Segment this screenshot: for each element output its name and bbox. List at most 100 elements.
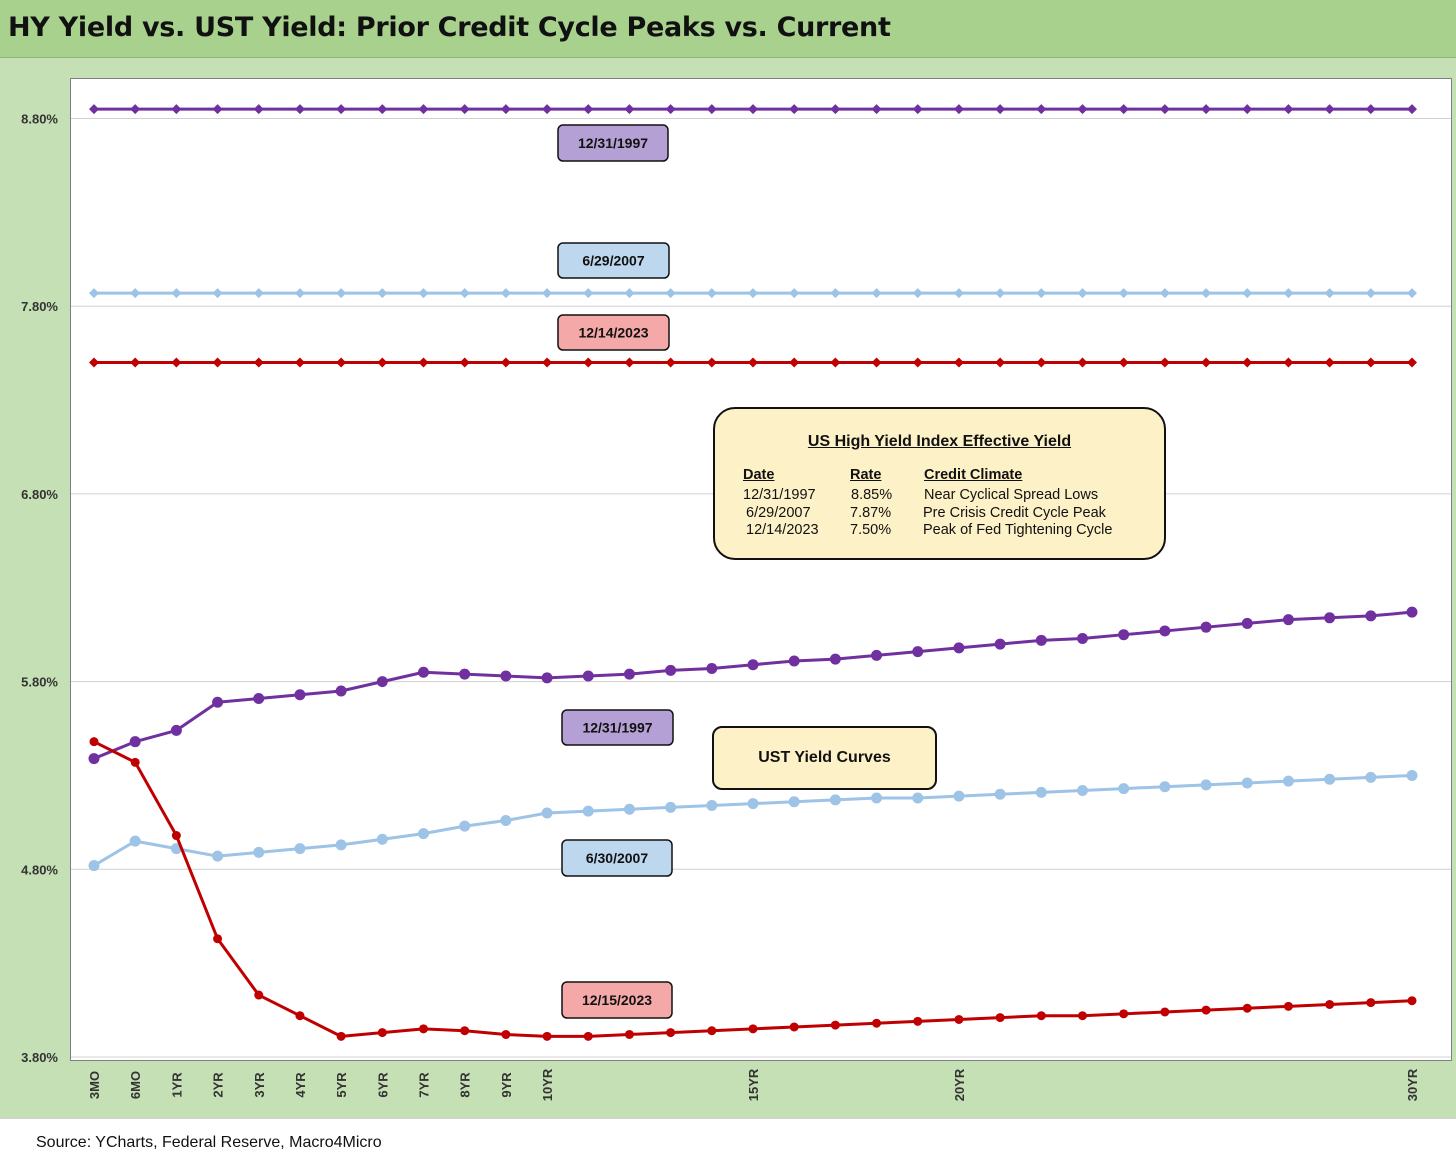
data-point: [1406, 606, 1418, 618]
data-point: [541, 807, 553, 819]
row-climate: Peak of Fed Tightening Cycle: [923, 522, 1113, 538]
data-point: [418, 828, 429, 840]
callout-label: 12/31/1997: [582, 720, 652, 736]
x-tick-label: 1YR: [169, 1072, 184, 1098]
data-point: [1160, 1007, 1170, 1017]
data-point: [213, 934, 223, 944]
data-point: [89, 737, 99, 747]
data-point: [294, 689, 306, 701]
data-point: [1283, 357, 1294, 368]
data-point: [829, 794, 841, 806]
data-point: [253, 693, 265, 705]
data-point: [459, 357, 470, 368]
data-point: [1325, 999, 1335, 1009]
data-point: [995, 1013, 1005, 1023]
data-point: [788, 655, 800, 667]
data-point: [1324, 104, 1335, 115]
callout-box: [557, 124, 669, 162]
source-footer: Source: YCharts, Federal Reserve, Macro4…: [0, 1118, 1456, 1163]
data-point: [748, 104, 758, 115]
data-point: [1365, 104, 1376, 115]
data-point: [88, 753, 100, 765]
data-point: [459, 668, 471, 680]
data-point: [542, 357, 553, 368]
data-point: [377, 104, 388, 115]
data-point: [953, 288, 964, 299]
data-point: [1282, 775, 1294, 787]
series-ust: [88, 769, 1418, 872]
data-point: [542, 104, 553, 115]
data-point: [170, 724, 182, 736]
callout-label: 6/30/2007: [586, 850, 648, 866]
data-point: [1078, 1011, 1087, 1021]
series-hy: [89, 288, 1417, 299]
x-tick-label: 3YR: [252, 1072, 267, 1098]
data-point: [171, 831, 181, 841]
data-point: [418, 288, 429, 299]
data-point: [460, 1026, 470, 1036]
data-point: [501, 1029, 511, 1039]
data-point: [212, 357, 223, 368]
data-point: [830, 1020, 840, 1030]
data-point: [954, 1014, 964, 1024]
data-point: [912, 646, 924, 658]
data-point: [583, 357, 594, 368]
data-point: [253, 104, 264, 115]
data-point: [1407, 357, 1417, 368]
data-point: [912, 104, 923, 115]
data-point: [830, 288, 841, 299]
callout-label: 12/15/2023: [582, 992, 652, 1008]
gridlines: [71, 118, 1451, 1058]
data-point: [953, 790, 965, 802]
data-point: [1035, 634, 1047, 646]
row-date: 12/14/2023: [746, 522, 819, 538]
series-callout: 6/29/2007: [557, 242, 670, 279]
data-point: [171, 288, 182, 299]
data-point: [1324, 773, 1336, 785]
data-point: [419, 1024, 428, 1034]
data-point: [994, 788, 1006, 800]
hy-yield-legend-table: US High Yield Index Effective Yield Date…: [713, 407, 1166, 560]
data-point: [1365, 771, 1377, 783]
data-point: [1324, 357, 1335, 368]
data-point: [913, 1016, 923, 1026]
data-point: [500, 815, 512, 827]
data-point: [789, 288, 800, 299]
x-tick-label: 30YR: [1405, 1068, 1420, 1101]
data-point: [994, 638, 1006, 650]
data-point: [500, 357, 511, 368]
y-tick-label: 7.80%: [21, 299, 58, 314]
series-callout: 12/15/2023: [561, 981, 673, 1019]
data-point: [459, 288, 470, 299]
series-callout: 12/31/1997: [557, 124, 669, 162]
x-tick-label: 6YR: [375, 1072, 390, 1098]
y-axis-ticks: 3.80% 4.80% 5.80% 6.80% 7.80% 8.80%: [21, 112, 58, 1065]
data-point: [829, 653, 841, 665]
data-point: [666, 1028, 676, 1038]
data-point: [788, 796, 800, 808]
data-point: [500, 104, 511, 115]
data-point: [583, 288, 594, 299]
data-point: [89, 104, 99, 115]
data-point: [871, 104, 882, 115]
data-point: [130, 357, 141, 368]
data-point: [253, 288, 264, 299]
data-point: [953, 357, 964, 368]
data-point: [707, 1026, 717, 1036]
data-point: [748, 1024, 758, 1034]
plot-area: [70, 78, 1452, 1061]
data-point: [789, 104, 800, 115]
data-point: [1118, 629, 1130, 641]
x-tick-label: 20YR: [952, 1068, 967, 1101]
data-point: [1118, 783, 1130, 795]
data-point: [912, 792, 924, 804]
header-credit-climate: Credit Climate: [924, 467, 1023, 483]
header-rate: Rate: [850, 467, 882, 483]
legend-table-header: Date Rate Credit Climate: [715, 467, 1164, 485]
data-point: [665, 664, 677, 676]
legend-table-title: US High Yield Index Effective Yield: [807, 433, 1072, 450]
callout-label: 6/29/2007: [582, 253, 644, 269]
data-point: [912, 288, 923, 299]
data-point: [1200, 779, 1212, 791]
y-tick-label: 4.80%: [21, 862, 58, 877]
